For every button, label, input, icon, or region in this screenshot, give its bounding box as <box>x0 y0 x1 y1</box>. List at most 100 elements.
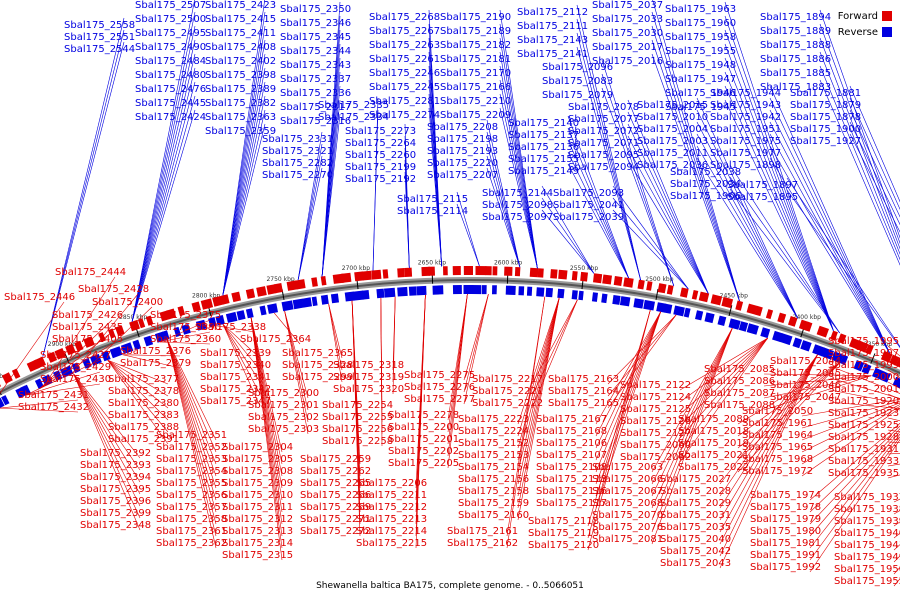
forward-gene-connector <box>517 297 560 425</box>
forward-gene-connector <box>809 428 900 525</box>
forward-gene-connector <box>73 373 141 495</box>
forward-gene-label: Sbal175_2215 <box>356 538 427 549</box>
reverse-gene-connector <box>131 39 196 322</box>
reverse-gene-label: Sbal175_2037 <box>592 0 663 11</box>
forward-gene-connector <box>73 373 141 483</box>
reverse-gene-label: Sbal175_2490 <box>135 42 206 53</box>
reverse-feature <box>831 351 844 364</box>
reverse-gene-connector <box>627 123 709 294</box>
reverse-gene-connector <box>849 85 900 203</box>
forward-feature <box>320 276 327 286</box>
reverse-gene-label: Sbal175_2016 <box>592 56 663 67</box>
reverse-feature <box>1 395 10 406</box>
forward-gene-label: Sbal175_2122 <box>620 380 691 391</box>
forward-gene-label: Sbal175_2163 <box>548 374 619 385</box>
forward-gene-label: Sbal175_2357 <box>156 502 227 513</box>
forward-gene-label: Sbal175_2427 <box>40 350 111 361</box>
forward-gene-label: Sbal175_2070 <box>592 510 663 521</box>
forward-gene-connector <box>222 324 261 383</box>
reverse-gene-label: Sbal175_2316 <box>280 116 351 127</box>
forward-gene-connector <box>595 311 661 473</box>
reverse-gene-connector <box>576 4 641 280</box>
reverse-gene-label: Sbal175_1900 <box>790 124 861 135</box>
forward-gene-label: Sbal175_2160 <box>458 510 529 521</box>
reverse-gene-label: Sbal175_2363 <box>205 112 276 123</box>
forward-gene-connector <box>651 327 733 545</box>
forward-gene-connector <box>679 337 768 427</box>
forward-gene-label: Sbal175_2085 <box>704 364 775 375</box>
forward-gene-label: Sbal175_2224 <box>458 426 529 437</box>
reverse-gene-label: Sbal175_2343 <box>280 60 351 71</box>
reverse-gene-connector <box>769 109 890 354</box>
forward-gene-label: Sbal175_2076 <box>592 522 663 533</box>
reverse-gene-connector <box>819 51 900 255</box>
reverse-gene-connector <box>372 109 379 271</box>
reverse-feature <box>492 285 497 295</box>
reverse-gene-connector <box>576 46 641 280</box>
reverse-gene-connector <box>499 23 538 269</box>
forward-gene-connector <box>107 359 169 433</box>
forward-feature <box>256 286 267 297</box>
forward-feature <box>691 290 699 300</box>
forward-gene-label: Sbal175_2376 <box>120 346 191 357</box>
reverse-gene-label: Sbal175_2030 <box>592 28 663 39</box>
forward-gene-connector <box>107 359 169 409</box>
forward-gene-label: Sbal175_2356 <box>156 490 227 501</box>
reverse-gene-label: Sbal175_2198 <box>427 134 498 145</box>
forward-feature <box>166 308 177 320</box>
reverse-feature <box>463 285 474 294</box>
forward-gene-label: Sbal175_2062 <box>620 452 691 463</box>
reverse-gene-label: Sbal175_2263 <box>369 40 440 51</box>
forward-gene-connector <box>107 359 169 445</box>
forward-gene-connector <box>222 324 261 395</box>
reverse-gene-label: Sbal175_2011 <box>637 148 708 159</box>
forward-gene-connector <box>73 373 141 531</box>
forward-gene-connector <box>167 339 217 465</box>
forward-gene-connector <box>737 362 840 461</box>
reverse-gene-label: Sbal175_2015 <box>637 100 708 111</box>
reverse-gene-label: Sbal175_2246 <box>369 68 440 79</box>
forward-gene-connector <box>801 398 900 417</box>
reverse-feature <box>215 315 225 326</box>
reverse-gene-connector <box>297 143 323 281</box>
forward-gene-label: Sbal175_2027 <box>660 474 731 485</box>
forward-gene-connector <box>679 337 768 439</box>
reverse-gene-label: Sbal175_2182 <box>440 40 511 51</box>
reverse-feature <box>800 340 812 352</box>
reverse-gene-label: Sbal175_2334 <box>318 112 389 123</box>
reverse-gene-connector <box>499 51 538 269</box>
reverse-gene-connector <box>222 53 266 296</box>
reverse-gene-label: Sbal175_2544 <box>64 44 135 55</box>
reverse-gene-label: Sbal175_2017 <box>592 42 663 53</box>
reverse-feature <box>173 326 182 337</box>
forward-gene-label: Sbal175_1979 <box>750 514 821 525</box>
forward-gene-connector <box>222 323 261 359</box>
reverse-feature <box>505 285 516 295</box>
forward-gene-connector <box>167 339 217 513</box>
forward-feature <box>855 340 869 353</box>
reverse-gene-label: Sbal175_2010 <box>637 112 708 123</box>
reverse-gene-label: Sbal175_2079 <box>542 90 613 101</box>
forward-gene-connector <box>587 309 651 539</box>
forward-gene-connector <box>25 371 101 396</box>
forward-gene-connector <box>43 276 116 388</box>
forward-gene-label: Sbal175_2302 <box>248 412 319 423</box>
reverse-gene-label: Sbal175_2166 <box>440 82 511 93</box>
reverse-gene-label: Sbal175_2192 <box>345 174 416 185</box>
reverse-feature <box>384 287 396 298</box>
forward-gene-label: Sbal175_2088 <box>704 400 775 411</box>
forward-feature <box>602 274 612 285</box>
forward-gene-label: Sbal175_2116 <box>536 486 607 497</box>
forward-gene-label: Sbal175_2254 <box>322 400 393 411</box>
reverse-gene-label: Sbal175_2038 <box>670 167 741 178</box>
reverse-gene-connector <box>222 123 266 296</box>
reverse-gene-label: Sbal175_2273 <box>345 126 416 137</box>
reverse-feature <box>292 298 304 310</box>
forward-gene-label: Sbal175_2108 <box>536 462 607 473</box>
forward-feature <box>145 315 154 326</box>
reverse-feature <box>557 288 565 299</box>
reverse-gene-connector <box>769 133 890 354</box>
reverse-gene-label: Sbal175_1885 <box>760 68 831 79</box>
reverse-feature <box>746 323 759 335</box>
forward-gene-connector <box>463 294 489 405</box>
